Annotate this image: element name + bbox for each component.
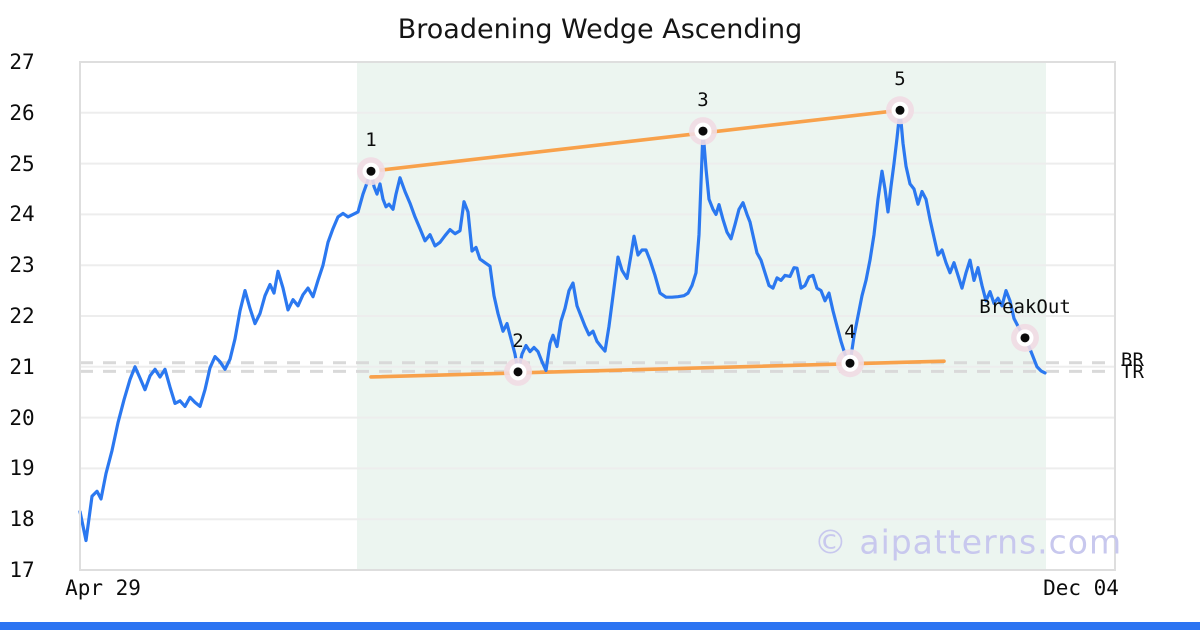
level-label-tr: TR <box>1121 361 1144 384</box>
marker-dot-5 <box>895 105 905 115</box>
y-axis-tick-label-22: 22 <box>9 304 35 328</box>
marker-label-1: 1 <box>365 129 377 152</box>
x-axis-tick-label-dec-04: Dec 04 <box>1043 576 1119 600</box>
y-axis-tick-label-18: 18 <box>9 507 35 532</box>
plot-border <box>79 61 1116 571</box>
y-axis-tick-label-24: 24 <box>9 202 35 227</box>
marker-label-breakout: BreakOut <box>979 295 1071 318</box>
y-axis-tick-label-26: 26 <box>9 100 35 125</box>
marker-label-3: 3 <box>697 89 709 112</box>
watermark: © aipatterns.com <box>813 522 1123 562</box>
price-line <box>78 108 1047 543</box>
marker-label-5: 5 <box>894 68 906 91</box>
marker-dot-breakout <box>1020 333 1030 343</box>
marker-dot-1 <box>366 166 376 176</box>
y-axis-tick-label-25: 25 <box>9 151 35 176</box>
y-axis-tick-label-23: 23 <box>9 253 35 278</box>
marker-label-2: 2 <box>512 329 524 352</box>
chart-title: Broadening Wedge Ascending <box>397 14 803 45</box>
y-axis-tick-label-19: 19 <box>9 456 35 481</box>
x-axis-tick-label-apr-29: Apr 29 <box>65 576 141 600</box>
y-axis-tick-label-21: 21 <box>9 354 35 379</box>
y-axis-tick-label-17: 17 <box>9 558 35 582</box>
marker-dot-3 <box>698 126 708 136</box>
marker-dot-4 <box>845 358 855 368</box>
upper-trendline <box>369 108 902 174</box>
y-axis-tick-label-27: 27 <box>9 50 35 74</box>
level-label-br: BR <box>1121 348 1144 371</box>
bottom-accent-bar <box>0 622 1200 630</box>
y-axis-tick-label-20: 20 <box>9 405 35 430</box>
marker-label-4: 4 <box>844 321 856 344</box>
marker-dot-2 <box>513 367 523 377</box>
